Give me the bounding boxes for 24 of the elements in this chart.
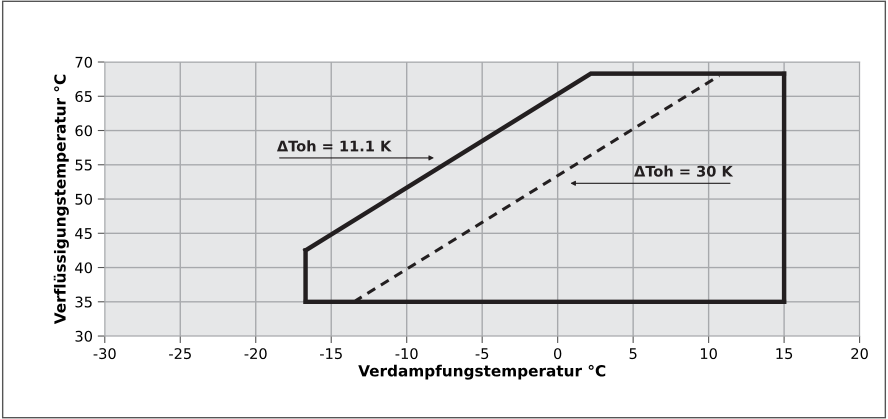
x-tick-label: -15 — [320, 348, 342, 360]
y-axis-title: Verflüssigungstemperatur °C — [54, 74, 69, 324]
annotation: ΔToh = 11.1 K — [276, 140, 392, 152]
x-tick-label: -10 — [396, 348, 418, 360]
y-tick-label: 55 — [76, 160, 92, 171]
y-tick-label: 60 — [75, 125, 92, 136]
x-axis-title: Verdampfungstemperatur °C — [358, 364, 606, 380]
x-tick-label: -30 — [94, 348, 116, 360]
x-tick-label: -5 — [476, 348, 488, 360]
y-tick-label: 35 — [76, 296, 92, 308]
x-tick-label: 20 — [851, 348, 868, 360]
x-tick-label: -20 — [244, 348, 267, 360]
y-tick-label: 30 — [76, 330, 92, 342]
x-tick-label: 10 — [700, 348, 717, 360]
y-tick-label: 65 — [75, 90, 92, 102]
y-tick-label: 40 — [75, 262, 92, 274]
x-tick-label: 5 — [630, 348, 637, 360]
x-tick-label: 0 — [554, 348, 562, 360]
y-tick-label: 45 — [75, 228, 92, 240]
x-tick-label: -25 — [169, 348, 191, 360]
x-tick-label: 15 — [776, 348, 792, 360]
y-tick-label: 50 — [76, 194, 92, 205]
annotation: ΔToh = 30 K — [634, 165, 734, 177]
y-tick-label: 70 — [76, 56, 92, 68]
